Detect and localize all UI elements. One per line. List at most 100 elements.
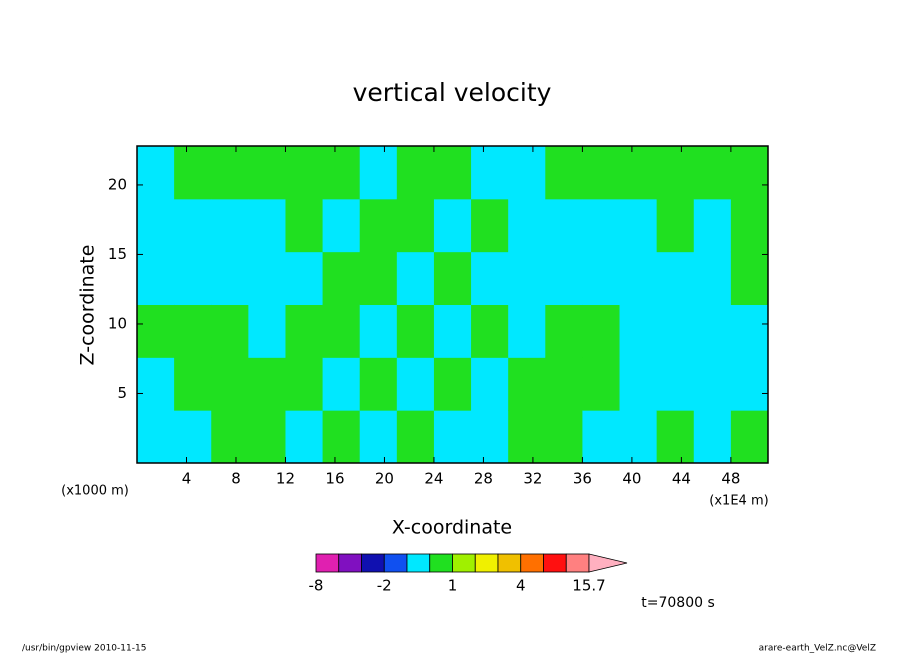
field-cell xyxy=(359,410,398,464)
x-tick-label: 24 xyxy=(424,470,443,488)
colorbar-segment xyxy=(565,553,590,573)
field-cell xyxy=(322,146,361,200)
field-cell xyxy=(211,410,249,464)
field-cell xyxy=(211,357,249,411)
field-cell xyxy=(730,251,769,305)
field-cell xyxy=(359,198,398,253)
x-tick-label: 20 xyxy=(375,470,394,488)
field-cell xyxy=(248,410,286,464)
field-cell xyxy=(396,410,435,464)
field-cell xyxy=(248,251,286,305)
x-tick-label: 8 xyxy=(231,470,241,488)
colorbar-segment xyxy=(452,553,476,573)
field-cell xyxy=(730,304,769,358)
field-cell xyxy=(508,251,546,305)
field-cell xyxy=(396,198,435,253)
field-cell xyxy=(508,410,546,464)
field-cell xyxy=(730,357,769,411)
field-cell xyxy=(396,357,435,411)
field-cell xyxy=(359,304,398,358)
x-tick-label: 32 xyxy=(523,470,542,488)
plot-frame xyxy=(136,145,769,464)
field-cell xyxy=(285,357,324,411)
x-unit: (x1000 m) xyxy=(61,484,129,499)
field-cell xyxy=(433,251,472,305)
colorbar-segment xyxy=(474,553,499,573)
field-cell xyxy=(508,357,546,411)
field-cell xyxy=(174,251,212,305)
field-cell xyxy=(656,251,695,305)
colorbar-segment xyxy=(497,553,522,573)
field-cell xyxy=(396,251,435,305)
field-cell xyxy=(582,146,621,200)
field-cell xyxy=(137,198,175,253)
field-cell xyxy=(693,357,732,411)
colorbar-segment xyxy=(383,553,408,573)
field-cell xyxy=(471,410,509,464)
field-cell xyxy=(730,410,769,464)
field-cell xyxy=(211,251,249,305)
contour-field xyxy=(137,146,769,464)
field-cell xyxy=(730,198,769,253)
field-cell xyxy=(137,146,175,200)
field-cell xyxy=(285,146,324,200)
field-cell xyxy=(396,146,435,200)
colorbar-segment xyxy=(543,553,567,573)
footer-right: arare-earth_VelZ.nc@VelZ xyxy=(759,644,876,654)
field-cell xyxy=(322,410,361,464)
field-cell xyxy=(359,146,398,200)
x-tick-label: 48 xyxy=(721,470,740,488)
field-cell xyxy=(619,410,658,464)
colorbar-segment xyxy=(406,553,431,573)
y-tick-label: 10 xyxy=(108,314,127,332)
field-cell xyxy=(248,146,286,200)
x-tick-label: 36 xyxy=(573,470,592,488)
colorbar-segment xyxy=(338,553,362,573)
x-axis-label: X-coordinate xyxy=(392,517,512,539)
field-cell xyxy=(322,357,361,411)
field-cell xyxy=(582,304,621,358)
field-cell xyxy=(285,304,324,358)
colorbar-tick-label: 1 xyxy=(448,577,458,595)
chart-title: vertical velocity xyxy=(353,78,552,107)
field-cell xyxy=(433,146,472,200)
field-cell xyxy=(322,198,361,253)
field-cell xyxy=(396,304,435,358)
field-cell xyxy=(211,198,249,253)
colorbar-tick-label: 15.7 xyxy=(572,577,605,595)
field-cell xyxy=(545,304,583,358)
field-cell xyxy=(137,304,175,358)
field-cell xyxy=(545,410,583,464)
field-cell xyxy=(471,146,509,200)
colorbar-tick-label: -8 xyxy=(309,577,324,595)
footer-left: /usr/bin/gpview 2010-11-15 xyxy=(22,644,146,654)
field-cell xyxy=(545,357,583,411)
field-cell xyxy=(656,410,695,464)
field-cell xyxy=(137,357,175,411)
y-tick-label: 5 xyxy=(117,384,127,402)
field-cell xyxy=(693,198,732,253)
field-cell xyxy=(508,304,546,358)
field-cell xyxy=(433,198,472,253)
field-cell xyxy=(693,304,732,358)
field-cell xyxy=(619,251,658,305)
field-cell xyxy=(619,304,658,358)
field-cell xyxy=(508,146,546,200)
field-cell xyxy=(471,251,509,305)
field-cell xyxy=(322,251,361,305)
field-cell xyxy=(619,146,658,200)
field-cell xyxy=(248,304,286,358)
field-cell xyxy=(693,251,732,305)
field-cell xyxy=(137,251,175,305)
field-cell xyxy=(545,251,583,305)
field-cell xyxy=(693,146,732,200)
field-cell xyxy=(545,146,583,200)
field-cell xyxy=(582,198,621,253)
field-cell xyxy=(730,146,769,200)
x-tick-label: 28 xyxy=(474,470,493,488)
field-cell xyxy=(174,357,212,411)
field-cell xyxy=(545,198,583,253)
field-cell xyxy=(174,198,212,253)
